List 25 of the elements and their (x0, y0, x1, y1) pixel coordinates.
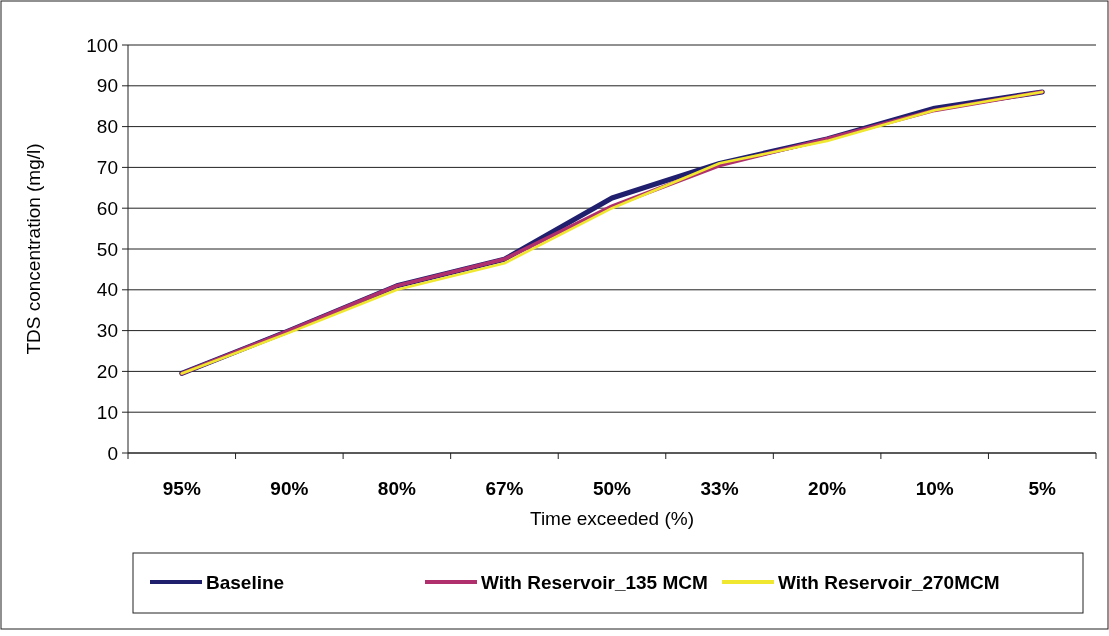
y-axis-title: TDS concentration (mg/l) (23, 143, 44, 355)
y-tick-label: 60 (96, 197, 118, 219)
y-tick-label: 20 (96, 361, 118, 383)
y-tick-label: 50 (96, 238, 118, 260)
legend-label: With Reservoir_135 MCM (481, 571, 708, 593)
x-tick-label: 10% (915, 478, 954, 499)
legend-label: Baseline (206, 571, 285, 593)
x-tick-label: 33% (700, 478, 739, 499)
y-tick-label: 90 (96, 75, 118, 97)
x-tick-label: 20% (808, 478, 847, 499)
legend-label: With Reservoir_270MCM (778, 571, 1000, 593)
x-axis-title: Time exceeded (%) (529, 508, 695, 529)
y-tick-label: 100 (86, 34, 118, 56)
x-tick-label: 5% (1028, 478, 1057, 499)
x-tick-label: 67% (485, 478, 524, 499)
x-tick-label: 90% (270, 478, 309, 499)
y-tick-label: 30 (96, 320, 118, 342)
x-tick-label: 95% (162, 478, 201, 499)
y-tick-label: 40 (96, 279, 118, 301)
y-tick-label: 70 (96, 157, 118, 179)
x-tick-label: 80% (377, 478, 417, 499)
x-tick-label: 50% (592, 478, 632, 499)
y-tick-label: 80 (96, 116, 118, 138)
y-tick-label: 0 (107, 442, 118, 464)
y-tick-label: 10 (96, 401, 118, 423)
